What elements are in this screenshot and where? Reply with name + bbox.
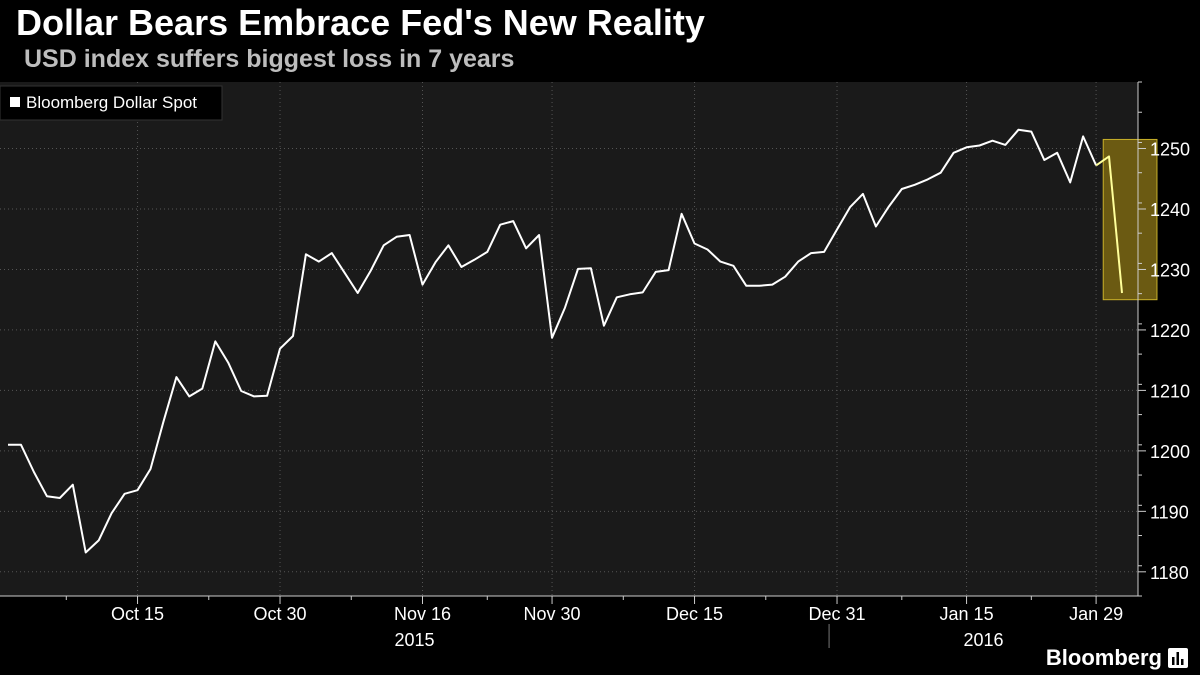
- x-axis: Oct 15 Oct 30 Nov 16 Nov 30 Dec 15 Dec 31 Jan …: [0, 595, 1138, 650]
- y-tick-label: 1220: [1150, 321, 1190, 341]
- legend-label: Bloomberg Dollar Spot: [26, 93, 197, 112]
- legend-box: [0, 85, 223, 121]
- bar-chart-icon: [1168, 648, 1188, 668]
- chart-title: Dollar Bears Embrace Fed's New Reality: [16, 2, 705, 43]
- y-tick-label: 1250: [1150, 140, 1190, 160]
- brand-label: Bloomberg: [1045, 645, 1162, 670]
- y-tick-label: 1240: [1150, 200, 1190, 220]
- year-label: 2016: [964, 630, 1004, 650]
- x-tick-label: Jan 15: [940, 604, 994, 624]
- highlight-group: [1102, 138, 1158, 301]
- series-lines: [8, 128, 1123, 554]
- y-tick-label: 1200: [1150, 442, 1190, 462]
- x-tick-label: Dec 15: [666, 604, 723, 624]
- y-tick-label: 1180: [1150, 563, 1189, 583]
- legend-swatch: [10, 97, 20, 107]
- highlight-box: [1102, 138, 1158, 301]
- chart-subtitle: USD index suffers biggest loss in 7 year…: [24, 45, 515, 73]
- series-line: [8, 128, 1098, 554]
- plot-background: [0, 82, 1138, 596]
- y-tick-label: 1230: [1150, 260, 1190, 280]
- x-tick-label: Jan 29: [1069, 604, 1123, 624]
- y-tick-label: 1190: [1150, 502, 1189, 522]
- x-tick-label: Oct 15: [111, 604, 164, 624]
- x-tick-label: Dec 31: [808, 604, 865, 624]
- x-tick-label: Oct 30: [254, 604, 307, 624]
- x-tick-label: Nov 16: [394, 604, 451, 624]
- legend: Bloomberg Dollar Spot: [0, 85, 223, 121]
- y-tick-label: 1210: [1150, 381, 1190, 401]
- bloomberg-brand: Bloomberg: [1046, 645, 1188, 671]
- y-axis: 1180 1190 1200 1210 1220 1230 1240 1250: [1137, 81, 1190, 597]
- year-label: 2015: [395, 630, 435, 650]
- series-line-highlighted: [1095, 155, 1123, 294]
- x-tick-label: Nov 30: [524, 604, 581, 624]
- gridlines: [0, 82, 1138, 596]
